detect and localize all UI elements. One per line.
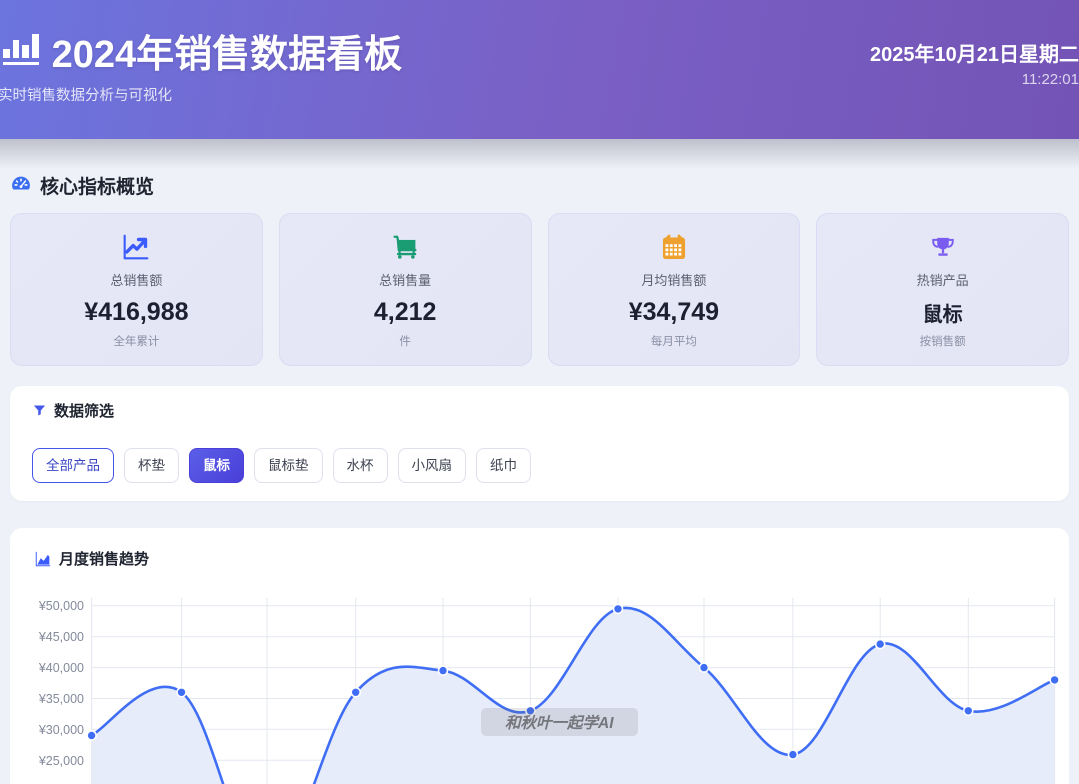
- svg-text:¥50,000: ¥50,000: [38, 599, 84, 613]
- svg-text:¥35,000: ¥35,000: [38, 692, 84, 706]
- svg-text:¥45,000: ¥45,000: [38, 630, 84, 644]
- svg-text:¥30,000: ¥30,000: [38, 723, 84, 737]
- svg-text:¥40,000: ¥40,000: [38, 661, 84, 675]
- svg-text:¥25,000: ¥25,000: [38, 754, 84, 768]
